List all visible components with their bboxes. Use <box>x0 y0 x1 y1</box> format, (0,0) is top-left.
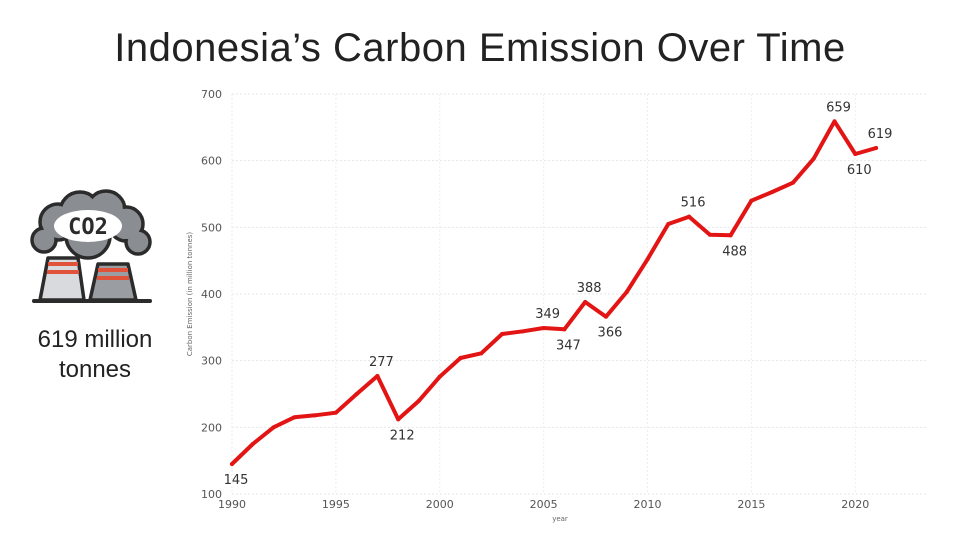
x-axis-ticks: 1990 1995 2000 2005 2010 2015 2020 <box>218 498 869 511</box>
data-point-2014 <box>728 233 733 238</box>
data-point-2017 <box>790 180 795 185</box>
y-tick-600: 600 <box>201 155 222 168</box>
data-point-2012 <box>687 214 692 219</box>
data-point-2013 <box>707 232 712 237</box>
data-point-2004 <box>520 329 525 334</box>
y-tick-400: 400 <box>201 288 222 301</box>
data-label-1997: 277 <box>369 355 394 370</box>
co2-factory-icon: CO2 <box>30 189 152 303</box>
data-point-2002 <box>479 351 484 356</box>
data-points <box>230 119 879 466</box>
data-point-1992 <box>271 425 276 430</box>
data-label-1990: 145 <box>224 473 249 488</box>
y-tick-700: 700 <box>201 88 222 101</box>
data-point-1998 <box>396 417 401 422</box>
data-point-1994 <box>313 413 318 418</box>
x-tick-2010: 2010 <box>634 498 662 511</box>
page-title: Indonesia’s Carbon Emission Over Time <box>114 26 846 70</box>
data-point-2009 <box>624 290 629 294</box>
data-point-2000 <box>437 374 442 379</box>
data-point-1995 <box>333 410 338 415</box>
data-point-2016 <box>770 190 775 194</box>
x-tick-2005: 2005 <box>530 498 558 511</box>
co2-icon-text: CO2 <box>68 215 108 240</box>
kpi-line-1: 619 million <box>37 326 153 353</box>
x-tick-1990: 1990 <box>218 498 246 511</box>
data-point-2005 <box>541 326 546 330</box>
grid-lines <box>231 93 928 495</box>
data-point-1996 <box>354 392 359 396</box>
data-label-2012: 516 <box>681 196 706 211</box>
data-labels: 145 277 212 349 347 388 366 516 488 659 610 619 <box>224 100 893 488</box>
data-point-2001 <box>458 356 463 360</box>
data-point-2003 <box>500 332 505 336</box>
data-label-2019: 659 <box>826 100 851 115</box>
kpi-line-2: tonnes <box>58 356 132 383</box>
data-point-2011 <box>666 222 671 226</box>
data-label-2005: 349 <box>535 307 560 322</box>
data-label-1998: 212 <box>390 428 415 443</box>
x-tick-2000: 2000 <box>426 498 454 511</box>
y-tick-500: 500 <box>201 221 222 234</box>
kpi-value: 619 million tonnes <box>20 325 170 385</box>
x-tick-1995: 1995 <box>322 498 350 511</box>
data-point-2008 <box>603 314 608 319</box>
data-point-2020 <box>853 152 858 156</box>
x-tick-2020: 2020 <box>841 498 869 511</box>
x-axis-title: year <box>552 515 568 523</box>
data-point-2019 <box>832 119 837 124</box>
data-point-2018 <box>811 156 816 161</box>
y-tick-100: 100 <box>201 488 222 501</box>
y-axis-title: Carbon Emission (in million tonnes) <box>186 232 194 357</box>
data-label-2007: 388 <box>577 281 602 296</box>
data-label-2020: 610 <box>847 163 872 178</box>
data-point-2015 <box>749 198 754 203</box>
y-tick-300: 300 <box>201 355 222 368</box>
data-point-2006 <box>562 327 567 332</box>
x-tick-2015: 2015 <box>737 498 765 511</box>
data-label-2006: 347 <box>556 338 581 353</box>
data-label-2014: 488 <box>722 244 747 259</box>
data-point-1997 <box>375 374 380 378</box>
data-point-2021 <box>874 146 879 150</box>
data-label-2008: 366 <box>598 326 623 341</box>
data-point-1990 <box>230 462 234 466</box>
emission-line-chart: 100 200 300 400 500 600 700 1990 1995 2000 2005 20… <box>186 88 928 523</box>
data-point-2007 <box>583 300 588 304</box>
series-line-carbon-emission <box>230 119 879 466</box>
data-point-1993 <box>292 415 297 420</box>
data-point-1999 <box>416 398 421 403</box>
data-label-2021: 619 <box>868 127 893 142</box>
data-point-2010 <box>645 257 650 262</box>
y-tick-200: 200 <box>201 421 222 434</box>
y-axis-ticks: 100 200 300 400 500 600 700 <box>201 88 222 501</box>
data-point-1991 <box>250 442 255 446</box>
